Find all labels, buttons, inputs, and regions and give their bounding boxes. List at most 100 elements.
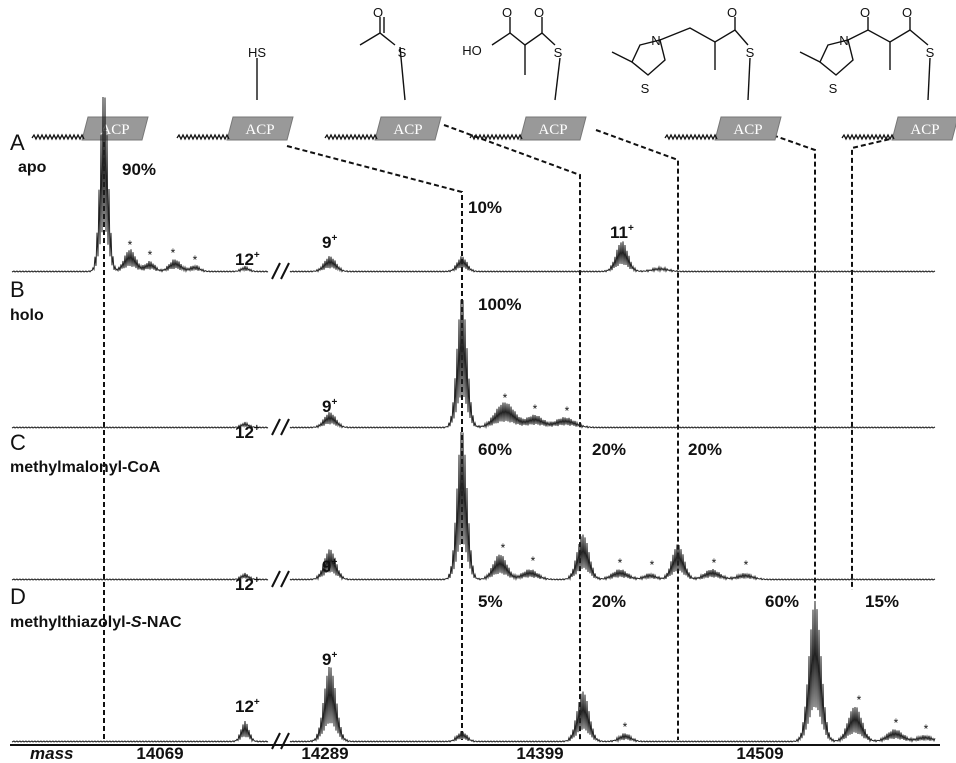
percentage: 5% xyxy=(478,592,503,611)
atom-label: HO xyxy=(462,43,482,58)
charge-number: 12 xyxy=(235,250,254,269)
charge-number: 12 xyxy=(235,423,254,442)
asterisk: * xyxy=(857,693,862,707)
panel-name: holo xyxy=(10,307,44,324)
charge-state: 9+ xyxy=(322,397,337,416)
break-mark xyxy=(272,419,280,435)
charge-number: 9 xyxy=(322,233,331,252)
atom-label: O xyxy=(860,5,870,20)
charge-number: 9 xyxy=(322,397,331,416)
atom-label: S xyxy=(641,81,650,96)
charge-state: 9+ xyxy=(322,650,337,669)
asterisk: * xyxy=(924,722,929,736)
acp-label: ACP xyxy=(733,122,762,138)
charge-sign: + xyxy=(254,250,260,261)
panel-name: methylmalonyl-CoA xyxy=(10,459,161,476)
asterisk: * xyxy=(501,541,506,555)
panel-letter: D xyxy=(10,584,26,609)
charge-sign: + xyxy=(331,397,337,408)
charge-state: 12+ xyxy=(235,575,260,594)
acp-label: ACP xyxy=(910,122,939,138)
asterisk: * xyxy=(171,246,176,260)
panel-letter: B xyxy=(10,277,25,302)
atom-label: S xyxy=(554,45,563,60)
atom-label: S xyxy=(398,45,407,60)
charge-sign: + xyxy=(254,575,260,586)
axis-tick-label: 14289 xyxy=(301,744,348,763)
charge-number: 11 xyxy=(610,223,628,242)
percentage: 100% xyxy=(478,295,521,314)
charge-state: 11+ xyxy=(610,223,634,242)
charge-sign: + xyxy=(331,557,337,568)
percentage: 20% xyxy=(688,440,722,459)
acp-linker xyxy=(325,135,377,139)
asterisk: * xyxy=(565,404,570,418)
asterisk: * xyxy=(618,556,623,570)
acp-label: ACP xyxy=(393,122,422,138)
name-part: apo xyxy=(18,159,47,176)
acp-linker xyxy=(842,135,894,139)
axis-tick-label: 14069 xyxy=(136,744,183,763)
asterisk: * xyxy=(503,391,508,405)
asterisk: * xyxy=(193,253,198,267)
figure: ACPACPHSACPOSACPHOOOSACPNSOSACPNSOOSAapo… xyxy=(0,0,956,763)
axis-tick-label: 14509 xyxy=(736,744,783,763)
axis-tick-label: 14399 xyxy=(516,744,563,763)
charge-sign: + xyxy=(628,223,634,234)
atom-label: N xyxy=(839,33,848,48)
charge-number: 12 xyxy=(235,575,254,594)
percentage: 20% xyxy=(592,592,626,611)
percentage: 60% xyxy=(478,440,512,459)
asterisk: * xyxy=(623,720,628,734)
name-part: S xyxy=(131,614,142,631)
asterisk: * xyxy=(128,238,133,252)
atom-label: N xyxy=(651,33,660,48)
name-part: methylmalonyl-CoA xyxy=(10,459,161,476)
name-part: holo xyxy=(10,307,44,324)
percentage: 60% xyxy=(765,592,799,611)
acp-label: ACP xyxy=(245,122,274,138)
asterisk: * xyxy=(744,558,749,572)
asterisk: * xyxy=(148,248,153,262)
panel-letter: C xyxy=(10,430,26,455)
atom-label: S xyxy=(926,45,935,60)
asterisk: * xyxy=(894,716,899,730)
break-mark xyxy=(272,733,280,749)
atom-label: O xyxy=(534,5,544,20)
break-mark xyxy=(281,263,289,279)
charge-state: 9+ xyxy=(322,557,337,576)
percentage: 10% xyxy=(468,198,502,217)
charge-state: 12+ xyxy=(235,250,260,269)
name-part: -NAC xyxy=(142,614,182,631)
axis-label: mass xyxy=(30,744,73,763)
charge-sign: + xyxy=(331,233,337,244)
atom-label: S xyxy=(746,45,755,60)
atom-label: S xyxy=(829,81,838,96)
charge-number: 9 xyxy=(322,650,331,669)
atom-label: HS xyxy=(248,45,266,60)
atom-label: O xyxy=(727,5,737,20)
break-mark xyxy=(281,571,289,587)
asterisk: * xyxy=(712,556,717,570)
panel-letter: A xyxy=(10,130,25,155)
charge-number: 12 xyxy=(235,697,254,716)
asterisk: * xyxy=(531,554,536,568)
charge-state: 9+ xyxy=(322,233,337,252)
percentage: 15% xyxy=(865,592,899,611)
acp-label: ACP xyxy=(538,122,567,138)
break-mark xyxy=(281,733,289,749)
panel-name: apo xyxy=(18,159,47,176)
charge-number: 9 xyxy=(322,557,331,576)
atom-label: O xyxy=(902,5,912,20)
charge-state: 12+ xyxy=(235,697,260,716)
percentage: 90% xyxy=(122,160,156,179)
acp-linker xyxy=(177,135,229,139)
name-part: methylthiazolyl- xyxy=(10,614,131,631)
panel-name: methylthiazolyl-S-NAC xyxy=(10,614,182,631)
acp-linker xyxy=(32,135,84,139)
charge-sign: + xyxy=(254,697,260,708)
break-mark xyxy=(272,571,280,587)
guide-lines xyxy=(104,125,928,740)
charge-sign: + xyxy=(254,423,260,434)
asterisk: * xyxy=(533,402,538,416)
